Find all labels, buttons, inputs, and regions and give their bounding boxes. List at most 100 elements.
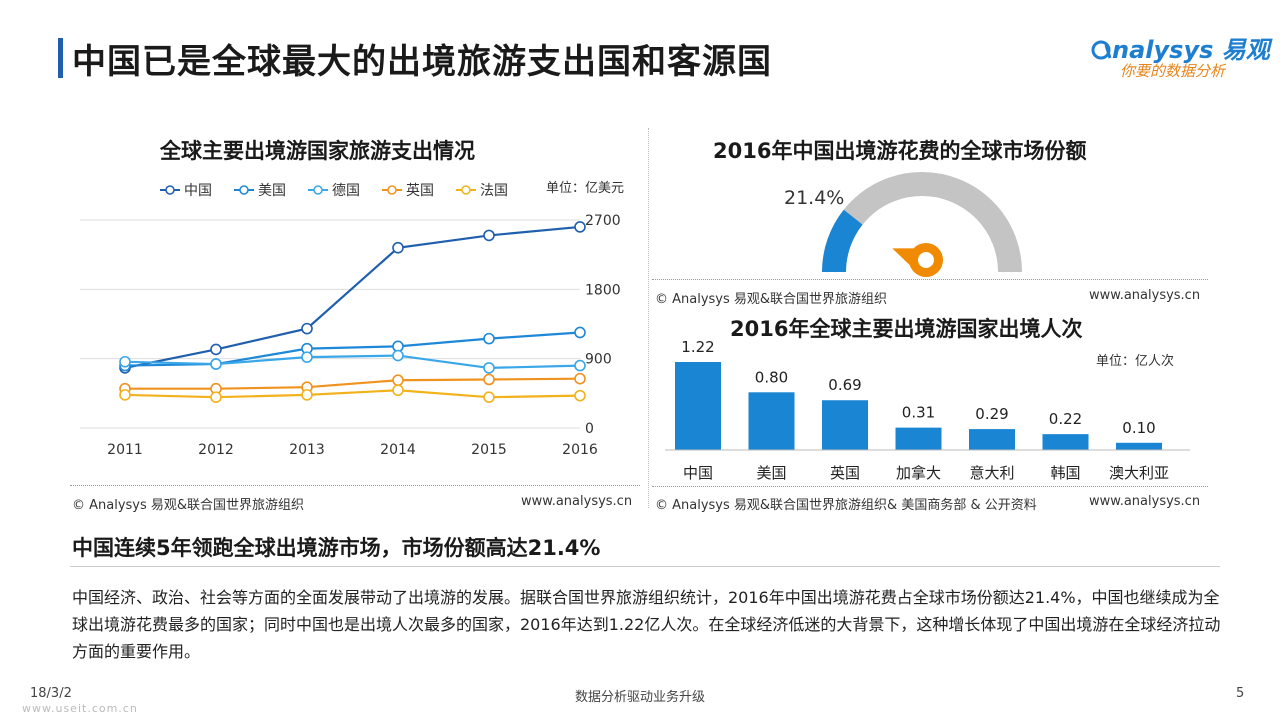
legend-marker xyxy=(387,185,397,195)
bar xyxy=(895,427,942,450)
bar-chart-source: © Analysys 易观&联合国世界旅游组织& 美国商务部 & 公开资料 xyxy=(655,498,1037,513)
data-point xyxy=(574,326,586,339)
data-point xyxy=(483,373,495,386)
bar-chart-title: 2016年全球主要出境游国家出境人次 xyxy=(730,317,1083,341)
data-point xyxy=(301,322,313,335)
x-tick-label: 2011 xyxy=(107,442,143,458)
summary-body: 中国经济、政治、社会等方面的全面发展带动了出境游的发展。据联合国世界旅游组织统计… xyxy=(72,588,1221,661)
bar-category-label: 中国 xyxy=(683,464,713,482)
data-point xyxy=(483,332,495,345)
bar-chart-unit: 单位：亿人次 xyxy=(1096,354,1175,369)
gauge-website: www.analysys.cn xyxy=(1089,288,1201,303)
x-tick-label: 2016 xyxy=(562,442,598,458)
legend-item: 法国 xyxy=(456,183,508,199)
bar-category-label: 意大利 xyxy=(969,464,1014,482)
data-point xyxy=(483,391,495,403)
series-line xyxy=(124,225,581,369)
line-chart-unit: 单位：亿美元 xyxy=(546,181,625,196)
data-point xyxy=(210,391,222,403)
bar-value-label: 0.22 xyxy=(1049,410,1082,428)
legend-label: 美国 xyxy=(258,183,286,199)
x-tick-label: 2014 xyxy=(380,442,416,458)
bar-value-label: 0.80 xyxy=(755,368,788,386)
y-tick-label: 1800 xyxy=(585,282,621,298)
footer-tagline: 数据分析驱动业务升级 xyxy=(574,690,705,705)
bar-chart-website: www.analysys.cn xyxy=(1089,494,1201,509)
y-tick-label: 0 xyxy=(585,421,594,437)
bar-category-label: 美国 xyxy=(756,464,786,482)
legend-item: 美国 xyxy=(234,183,286,199)
footer-watermark-url: www.useit.com.cn xyxy=(22,702,138,715)
x-tick-label: 2012 xyxy=(198,442,234,458)
bar-category-label: 英国 xyxy=(830,464,860,482)
legend-label: 德国 xyxy=(332,183,360,199)
y-tick-label: 2700 xyxy=(585,213,621,229)
data-point xyxy=(574,372,586,385)
series-line xyxy=(125,377,581,390)
logo-brand-text: nalysys 易观 xyxy=(1112,36,1270,64)
legend-marker xyxy=(313,185,323,195)
bar-value-label: 0.10 xyxy=(1122,419,1155,437)
logo-slogan: 你要的数据分析 xyxy=(1120,62,1226,80)
data-point xyxy=(392,241,404,254)
line-chart-source: © Analysys 易观&联合国世界旅游组织 xyxy=(72,498,305,513)
data-point xyxy=(574,389,586,402)
bar-category-label: 加拿大 xyxy=(896,464,941,482)
bar-chart: 1.22 中国 0.80 美国 0.69 英国 0.31 加拿大 0.29 意大利 0.22 韩国 0.… xyxy=(665,338,1190,482)
bar-value-label: 0.29 xyxy=(975,405,1008,423)
line-chart-title: 全球主要出境游国家旅游支出情况 xyxy=(160,139,475,163)
legend-marker xyxy=(239,185,249,195)
legend-marker xyxy=(165,185,175,195)
gauge-chart: 21.4% xyxy=(784,172,1022,277)
legend-item: 中国 xyxy=(160,183,212,199)
logo-a-icon xyxy=(1091,40,1112,60)
series-line xyxy=(124,354,581,370)
bar-category-label: 韩国 xyxy=(1050,464,1080,482)
y-tick-label: 900 xyxy=(585,352,612,368)
legend-label: 法国 xyxy=(480,183,508,199)
title-accent-bar xyxy=(58,38,63,78)
page-number: 5 xyxy=(1236,686,1245,701)
bar-value-label: 0.31 xyxy=(902,404,935,422)
data-point xyxy=(483,229,495,242)
bar xyxy=(1116,442,1162,450)
gauge-source: © Analysys 易观&联合国世界旅游组织 xyxy=(655,292,888,307)
page-title: 中国已是全球最大的出境旅游支出国和客源国 xyxy=(72,42,772,82)
bar xyxy=(822,400,868,450)
line-chart: 2700 1800 900 0 2011 2012 2013 2014 2015 2016 中国 美国… xyxy=(80,182,621,458)
bar xyxy=(748,392,795,450)
legend-label: 英国 xyxy=(406,182,434,199)
data-point xyxy=(301,351,313,363)
legend-item: 英国 xyxy=(382,182,434,199)
gauge-divider xyxy=(652,279,1208,280)
data-point xyxy=(119,355,131,368)
bar-chart-divider xyxy=(652,486,1208,487)
data-point xyxy=(210,358,222,370)
footer-date: 18/3/2 xyxy=(30,686,72,701)
series-line xyxy=(124,331,581,367)
data-point xyxy=(301,389,313,401)
bar-value-label: 1.22 xyxy=(681,338,714,356)
legend-marker xyxy=(461,185,471,195)
gauge-value-arc xyxy=(822,209,863,273)
summary-heading: 中国连续5年领跑全球出境游市场，市场份额高达21.4% xyxy=(72,536,601,560)
data-point xyxy=(392,384,404,397)
data-point xyxy=(210,343,222,356)
summary-divider xyxy=(70,566,1220,567)
data-point xyxy=(574,221,586,233)
x-tick-label: 2013 xyxy=(289,442,325,458)
x-tick-label: 2015 xyxy=(471,442,507,458)
logo-brand: nalysys 易观 xyxy=(1090,30,1270,65)
line-chart-website: www.analysys.cn xyxy=(521,494,633,509)
series-line xyxy=(124,389,581,399)
analysys-logo: nalysys 易观 你要的数据分析 xyxy=(1090,30,1270,84)
bar-value-label: 0.69 xyxy=(828,376,861,394)
gauge-value-label: 21.4% xyxy=(784,187,844,209)
bar-category-label: 澳大利亚 xyxy=(1109,464,1169,482)
bar xyxy=(969,429,1015,450)
data-point xyxy=(119,389,131,401)
data-point xyxy=(392,374,404,387)
data-point xyxy=(574,359,586,372)
data-point xyxy=(483,362,495,374)
gauge-title: 2016年中国出境游花费的全球市场份额 xyxy=(713,139,1087,163)
